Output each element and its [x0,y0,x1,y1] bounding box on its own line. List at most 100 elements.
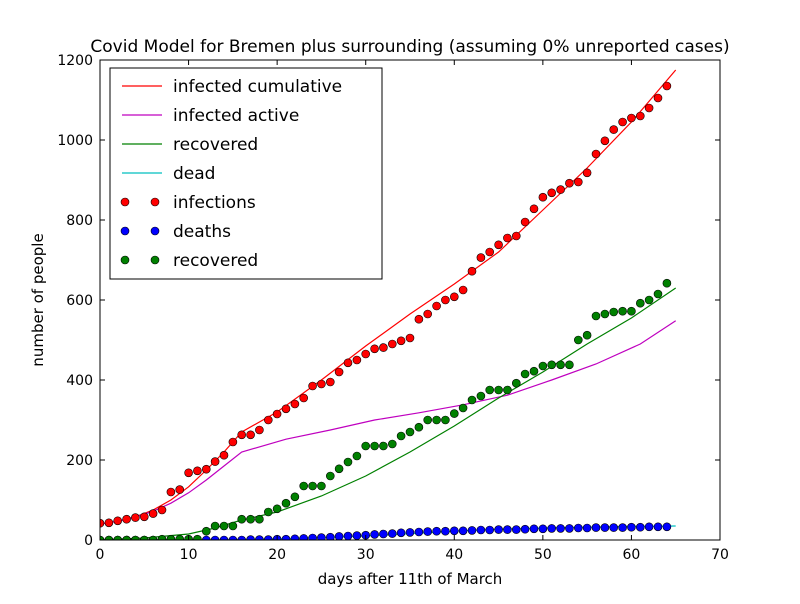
data-point-recovered [325,471,335,481]
data-point-infections [600,136,610,146]
data-point-deaths [396,528,406,538]
plot-area: 0 10 20 30 40 50 60 70 0 200 400 600 800 1000 1200 [57,53,729,563]
data-point-deaths [370,530,379,539]
y-tick-label: 400 [66,373,93,389]
data-point-infections [100,518,105,528]
data-point-recovered [414,422,424,432]
data-point-recovered [131,535,140,540]
data-point-recovered [432,415,441,425]
data-point-infections [131,513,140,522]
y-tick-label: 600 [66,293,93,309]
x-tick-label: 40 [445,547,463,563]
legend-marker-recovered [150,255,160,265]
data-point-recovered [503,385,512,395]
data-point-deaths [662,522,672,532]
x-tick-label: 60 [623,547,641,563]
data-point-deaths [582,523,592,533]
data-point-deaths [219,535,229,540]
data-point-deaths [334,532,344,540]
data-point-recovered [662,278,672,288]
data-point-infections [184,468,193,478]
data-point-deaths [547,524,557,533]
y-tick-label: 800 [66,213,93,229]
data-point-recovered [361,441,371,451]
data-point-infections [122,514,131,524]
data-point-infections [644,103,654,113]
data-point-infections [272,409,282,419]
data-point-recovered [556,360,565,370]
data-point-recovered [511,378,521,388]
data-point-recovered [281,498,291,508]
data-point-deaths [485,525,495,535]
x-tick-label: 70 [711,547,729,563]
data-point-deaths [405,528,415,537]
data-point-deaths [520,524,530,534]
data-point-infections [281,404,291,414]
data-point-deaths [538,524,548,534]
data-point-recovered [148,535,158,540]
data-point-deaths [317,533,326,540]
x-axis-label: days after 11th of March [318,570,503,588]
legend-marker-infections [150,197,160,207]
data-point-infections [157,505,167,515]
data-point-infections [556,185,565,194]
data-point-infections [255,425,264,435]
data-point-recovered [520,369,530,379]
data-point-infections [308,381,317,391]
data-point-recovered [343,457,353,467]
data-point-infections [405,333,415,343]
data-point-infections [104,518,114,528]
data-point-recovered [263,507,273,517]
data-point-deaths [503,525,512,534]
data-point-infections [529,204,539,214]
chart-title: Covid Model for Bremen plus surrounding … [90,37,729,57]
data-point-recovered [387,439,397,449]
data-point-infections [140,512,149,522]
data-point-recovered [467,395,477,405]
x-tick-label: 20 [268,547,286,563]
data-point-recovered [202,526,211,536]
data-point-infections [538,192,548,202]
data-point-recovered [405,427,415,437]
data-point-infections [175,485,184,494]
data-point-infections [627,113,636,123]
data-point-infections [148,509,158,518]
data-point-deaths [600,523,610,532]
series-layer [100,69,677,540]
data-point-deaths [343,531,353,540]
data-point-infections [653,93,663,103]
data-point-infections [246,430,255,440]
data-point-deaths [202,535,211,540]
legend-label-dead: dead [173,164,215,184]
data-point-recovered [458,403,468,413]
data-point-deaths [644,522,654,532]
data-point-infections [565,178,574,188]
data-point-deaths [467,526,477,535]
data-point-infections [582,168,592,178]
data-point-deaths [228,535,238,540]
legend: infected cumulative infected active recove… [109,67,383,280]
data-point-recovered [565,360,574,370]
data-point-recovered [100,535,105,540]
data-point-infections [591,149,601,159]
x-tick-label: 30 [357,547,375,563]
data-point-infections [263,415,273,425]
data-point-deaths [556,524,565,533]
data-point-infections [662,81,672,91]
data-point-recovered [627,306,636,316]
legend-marker-deaths [150,226,160,236]
data-point-infections [334,367,344,377]
y-tick-label: 1000 [57,133,93,149]
y-tick-label: 0 [84,533,93,549]
data-point-recovered [653,289,663,299]
data-point-infections [361,349,371,359]
data-point-deaths [352,531,362,540]
data-point-deaths [237,535,246,540]
data-point-recovered [494,385,503,395]
data-point-infections [494,240,503,250]
data-point-infections [325,377,335,387]
data-point-recovered [379,441,388,451]
data-point-infections [113,516,122,526]
data-point-deaths [441,526,450,536]
data-point-infections [352,355,362,365]
